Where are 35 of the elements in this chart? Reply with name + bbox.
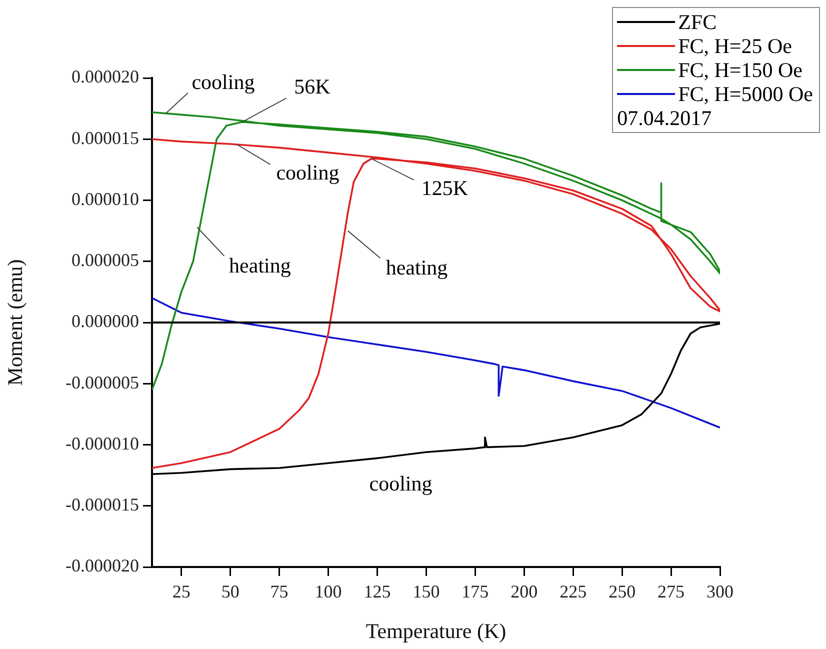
y-tick-label: -0.000010 bbox=[66, 433, 139, 454]
x-tick-label: 225 bbox=[560, 582, 587, 602]
legend-label: FC, H=25 Oe bbox=[678, 34, 792, 58]
annotation: 07.04.2017 bbox=[617, 106, 713, 130]
x-tick-label: 25 bbox=[172, 582, 190, 602]
x-tick-label: 200 bbox=[510, 582, 538, 602]
legend-label: FC, H=5000 Oe bbox=[678, 82, 813, 106]
legend-label: FC, H=150 Oe bbox=[678, 58, 802, 82]
x-tick-label: 275 bbox=[658, 582, 685, 602]
annotation: cooling bbox=[192, 70, 256, 94]
y-tick-label: 0.000015 bbox=[72, 128, 139, 148]
y-tick-label: 0.000005 bbox=[72, 250, 139, 270]
y-tick-label: 0.000010 bbox=[72, 188, 139, 209]
y-tick-label: 0.000020 bbox=[72, 66, 139, 87]
y-tick-label: -0.000020 bbox=[66, 556, 139, 576]
annotation: 125K bbox=[421, 176, 468, 200]
x-tick-label: 250 bbox=[608, 582, 636, 602]
x-tick-label: 50 bbox=[221, 582, 240, 602]
x-tick-label: 300 bbox=[706, 582, 734, 602]
y-tick-label: -0.000015 bbox=[66, 494, 139, 515]
x-axis-title: Temperature (K) bbox=[366, 618, 506, 643]
x-tick-label: 125 bbox=[364, 582, 391, 602]
annotation: 56K bbox=[294, 74, 330, 99]
y-tick-label: 0.000000 bbox=[72, 311, 139, 332]
annotation: cooling bbox=[276, 160, 340, 185]
x-tick-label: 175 bbox=[462, 582, 489, 602]
annotation: heating bbox=[229, 254, 292, 278]
annotation: cooling bbox=[369, 472, 433, 496]
y-tick-label: -0.000005 bbox=[66, 372, 139, 392]
x-tick-label: 75 bbox=[270, 582, 288, 602]
y-axis-title: Moment (emu) bbox=[3, 259, 28, 386]
annotation: heating bbox=[386, 255, 448, 280]
x-tick-label: 100 bbox=[314, 582, 342, 602]
legend-label: ZFC bbox=[678, 10, 717, 34]
x-tick-label: 150 bbox=[412, 582, 440, 602]
